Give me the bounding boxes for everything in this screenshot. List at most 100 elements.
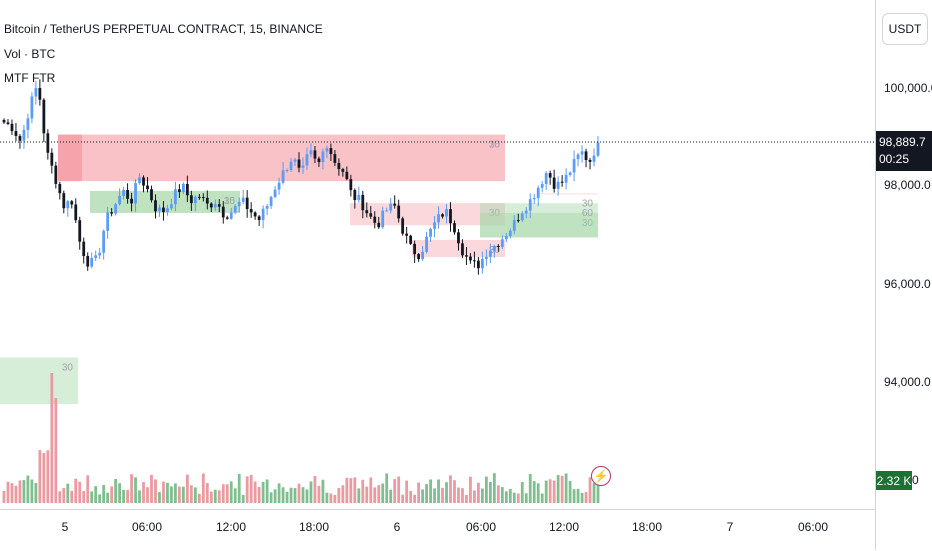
replay-icon[interactable]: ⚡ bbox=[591, 466, 611, 486]
volume-bar bbox=[158, 492, 161, 503]
candle-body bbox=[265, 205, 269, 209]
volume-bar bbox=[197, 493, 201, 503]
volume-bar bbox=[185, 474, 189, 503]
supply-zone bbox=[540, 193, 598, 195]
volume-bar bbox=[189, 485, 193, 503]
volume-bar bbox=[138, 490, 141, 503]
candle-body bbox=[508, 230, 512, 236]
volume-bar bbox=[102, 484, 106, 503]
last-price-label: 98,889.7 00:25 bbox=[876, 131, 932, 171]
volume-bar bbox=[297, 483, 301, 503]
candle-body bbox=[337, 162, 341, 170]
volume-bar bbox=[269, 492, 273, 503]
volume-bar bbox=[305, 489, 309, 503]
currency-button[interactable]: USDT bbox=[882, 13, 928, 45]
volume-bar bbox=[576, 488, 580, 503]
volume-bar bbox=[70, 490, 74, 503]
volume-bar bbox=[469, 476, 472, 503]
candle-body bbox=[417, 254, 421, 260]
candle-body bbox=[325, 148, 329, 152]
candle-body bbox=[106, 212, 110, 231]
volume-bar bbox=[413, 494, 417, 503]
price-chart[interactable]: 15301530303030603030 bbox=[0, 0, 875, 509]
volume-bar bbox=[433, 488, 436, 503]
mtf-indicator-label[interactable]: MTF FTR bbox=[4, 71, 56, 85]
candle-body bbox=[345, 171, 349, 180]
candle-body bbox=[425, 236, 428, 252]
candle-body bbox=[102, 230, 106, 253]
volume-bar bbox=[441, 487, 444, 503]
candle-body bbox=[78, 220, 82, 242]
candle-body bbox=[193, 196, 197, 204]
volume-bar bbox=[512, 492, 516, 503]
candle-body bbox=[449, 209, 452, 224]
time-tick: 06:00 bbox=[465, 520, 497, 534]
volume-bar bbox=[233, 488, 237, 503]
chart-area[interactable]: 15301530303030603030 Bitcoin / TetherUS … bbox=[0, 0, 875, 509]
volume-bar bbox=[409, 490, 413, 503]
volume-bar bbox=[209, 491, 213, 503]
candle-body bbox=[572, 159, 576, 173]
time-tick: 6 bbox=[393, 520, 401, 534]
candle-body bbox=[369, 213, 373, 217]
candle-body bbox=[134, 183, 137, 204]
volume-bar bbox=[425, 484, 428, 503]
volume-bar bbox=[393, 479, 397, 503]
candle-body bbox=[178, 189, 181, 193]
candle-body bbox=[22, 129, 26, 141]
volume-bar bbox=[34, 483, 38, 503]
volume-bar bbox=[349, 478, 353, 503]
volume-bar bbox=[540, 493, 544, 503]
candle-body bbox=[477, 260, 480, 269]
volume-indicator-label[interactable]: Vol · BTC bbox=[4, 47, 56, 61]
candle-body bbox=[209, 203, 213, 208]
volume-bar bbox=[46, 450, 50, 503]
time-tick: 7 bbox=[726, 520, 734, 534]
candle-body bbox=[261, 208, 265, 220]
candle-body bbox=[429, 228, 432, 237]
candle-body bbox=[185, 183, 189, 196]
candle-body bbox=[377, 222, 381, 228]
candle-body bbox=[233, 206, 237, 213]
volume-bar bbox=[309, 481, 313, 503]
price-tick: 98,000.0 bbox=[884, 178, 931, 192]
volume-bar bbox=[528, 474, 532, 503]
volume-bar bbox=[253, 481, 257, 503]
volume-bar bbox=[445, 482, 448, 503]
candle-body bbox=[14, 131, 18, 136]
volume-bar bbox=[532, 481, 536, 503]
candle-body bbox=[409, 235, 413, 244]
candle-body bbox=[245, 197, 249, 210]
candle-body bbox=[114, 204, 118, 214]
candle-body bbox=[544, 173, 548, 184]
volume-bar bbox=[166, 482, 169, 503]
volume-bar bbox=[437, 479, 440, 503]
candle-body bbox=[480, 258, 484, 269]
volume-bar bbox=[22, 480, 26, 503]
candle-body bbox=[389, 203, 393, 211]
volume-bar bbox=[329, 493, 333, 503]
price-axis[interactable]: USDT 100,000.0 98,000.0 96,000.0 94,000.… bbox=[875, 0, 932, 550]
candle-body bbox=[94, 255, 98, 259]
candle-body bbox=[357, 194, 361, 200]
candle-body bbox=[564, 174, 568, 183]
candle-body bbox=[225, 217, 229, 219]
volume-bar bbox=[18, 480, 22, 503]
candle-body bbox=[552, 177, 556, 189]
volume-bar bbox=[86, 475, 90, 503]
volume-bar bbox=[74, 478, 78, 503]
volume-bar bbox=[596, 478, 600, 503]
candle-body bbox=[413, 243, 417, 255]
volume-bar bbox=[58, 491, 62, 503]
volume-bar bbox=[508, 488, 512, 503]
time-tick: 18:00 bbox=[298, 520, 330, 534]
volume-bar bbox=[405, 480, 409, 503]
volume-bar bbox=[313, 475, 317, 503]
candle-body bbox=[484, 256, 488, 259]
symbol-title[interactable]: Bitcoin / TetherUS PERPETUAL CONTRACT, 1… bbox=[4, 22, 323, 36]
candle-body bbox=[473, 260, 476, 262]
volume-bar bbox=[2, 490, 6, 503]
volume-bar bbox=[26, 475, 30, 503]
time-axis[interactable]: 5 06:00 12:00 18:00 6 06:00 12:00 18:00 … bbox=[0, 509, 875, 551]
candle-body bbox=[205, 197, 209, 204]
